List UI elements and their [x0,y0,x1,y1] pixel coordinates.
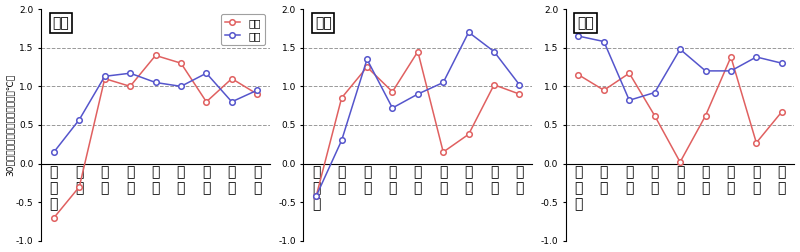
夏季 [252,92,262,96]
夏季 [362,66,372,69]
夏季 [650,114,659,117]
Text: 湖沼: 湖沼 [315,16,332,30]
夏季 [777,110,786,113]
冬季 [150,81,160,84]
夏季 [337,97,346,100]
Y-axis label: 30年間水温変化（全地点平均）（℃）: 30年間水温変化（全地点平均）（℃） [6,74,14,176]
夏季 [100,77,110,80]
冬季 [413,92,422,96]
Text: 河川: 河川 [53,16,70,30]
夏季 [574,73,583,76]
夏季 [227,77,237,80]
冬季 [311,195,321,198]
Line: 夏季: 夏季 [576,54,785,165]
夏季 [150,54,160,57]
冬季 [438,81,448,84]
Line: 夏季: 夏季 [51,53,260,221]
冬季 [574,35,583,38]
Line: 冬季: 冬季 [314,29,522,199]
夏季 [701,114,710,117]
Line: 夏季: 夏季 [314,49,522,199]
夏季 [438,150,448,153]
冬季 [49,150,58,153]
冬季 [227,100,237,103]
夏季 [202,100,211,103]
Text: 海域: 海域 [577,16,594,30]
夏季 [49,216,58,219]
冬季 [701,69,710,72]
冬季 [74,118,84,121]
冬季 [100,75,110,78]
冬季 [176,85,186,88]
Line: 冬季: 冬季 [576,33,785,103]
夏季 [751,141,761,144]
冬季 [675,48,685,51]
夏季 [126,85,135,88]
夏季 [464,133,474,136]
夏季 [490,83,499,86]
夏季 [311,195,321,198]
冬季 [726,69,736,72]
冬季 [650,91,659,94]
夏季 [413,50,422,53]
冬季 [751,55,761,58]
冬季 [464,31,474,34]
冬季 [599,40,609,43]
夏季 [625,72,634,75]
冬季 [490,50,499,53]
夏季 [388,90,398,93]
冬季 [514,83,524,86]
冬季 [625,99,634,102]
夏季 [514,92,524,96]
冬季 [337,139,346,142]
冬季 [126,72,135,75]
夏季 [675,161,685,164]
Line: 冬季: 冬季 [51,70,260,155]
Legend: 夏季, 冬季: 夏季, 冬季 [221,14,265,45]
夏季 [176,62,186,65]
冬季 [252,89,262,92]
夏季 [74,185,84,188]
冬季 [777,62,786,65]
夏季 [599,89,609,92]
冬季 [362,58,372,61]
夏季 [726,55,736,58]
冬季 [202,72,211,75]
冬季 [388,107,398,110]
